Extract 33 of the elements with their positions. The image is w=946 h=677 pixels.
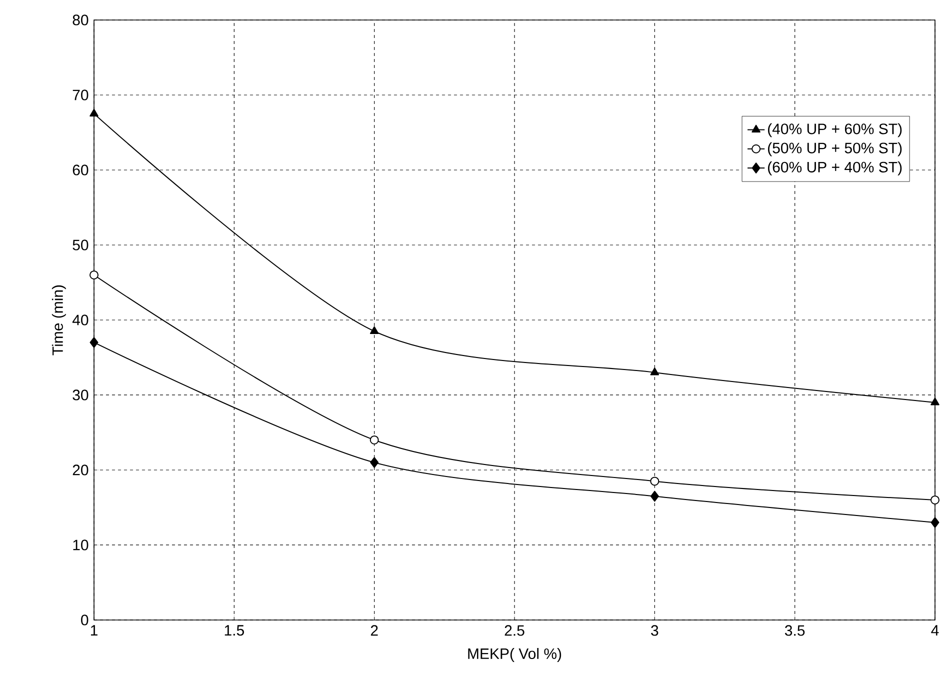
y-tick-label: 10 <box>73 540 88 550</box>
y-tick-label: 20 <box>72 464 88 476</box>
x-tick-label: 2.5 <box>504 625 524 636</box>
y-tick-label: 60 <box>72 164 88 176</box>
point <box>370 326 379 334</box>
point <box>90 336 98 348</box>
x-tick-label: 4 <box>931 625 939 636</box>
point <box>370 456 379 468</box>
point <box>650 490 659 502</box>
y-axis-title: Time (min) <box>52 285 66 356</box>
point <box>650 476 660 486</box>
y-tick-label: 80 <box>72 14 88 26</box>
y-tick-label: 70 <box>72 90 88 100</box>
x-tick-label: 1.5 <box>224 625 244 636</box>
x-tick-label: 1 <box>90 625 98 636</box>
x-tick-label: 2 <box>370 625 378 636</box>
legend-label: (40% UP + 60% ST) <box>768 123 902 138</box>
y-tick-label: 40 <box>72 314 88 326</box>
y-tick-label: 50 <box>72 240 88 250</box>
point <box>90 108 98 116</box>
point <box>90 270 99 280</box>
point <box>930 495 940 504</box>
point <box>370 435 379 444</box>
legend-label: (50% UP + 50% ST) <box>768 142 902 156</box>
point <box>930 516 940 528</box>
legend-label: (60% UP + 40% ST) <box>768 161 902 176</box>
point <box>930 397 940 406</box>
y-tick-label: 30 <box>72 390 88 400</box>
y-tick-label: 0 <box>81 614 88 626</box>
x-tick-label: 3 <box>651 625 658 636</box>
point <box>650 367 660 376</box>
x-axis-title: MEKP( Vol %) <box>468 648 562 662</box>
x-tick-label: 3.5 <box>784 625 805 636</box>
